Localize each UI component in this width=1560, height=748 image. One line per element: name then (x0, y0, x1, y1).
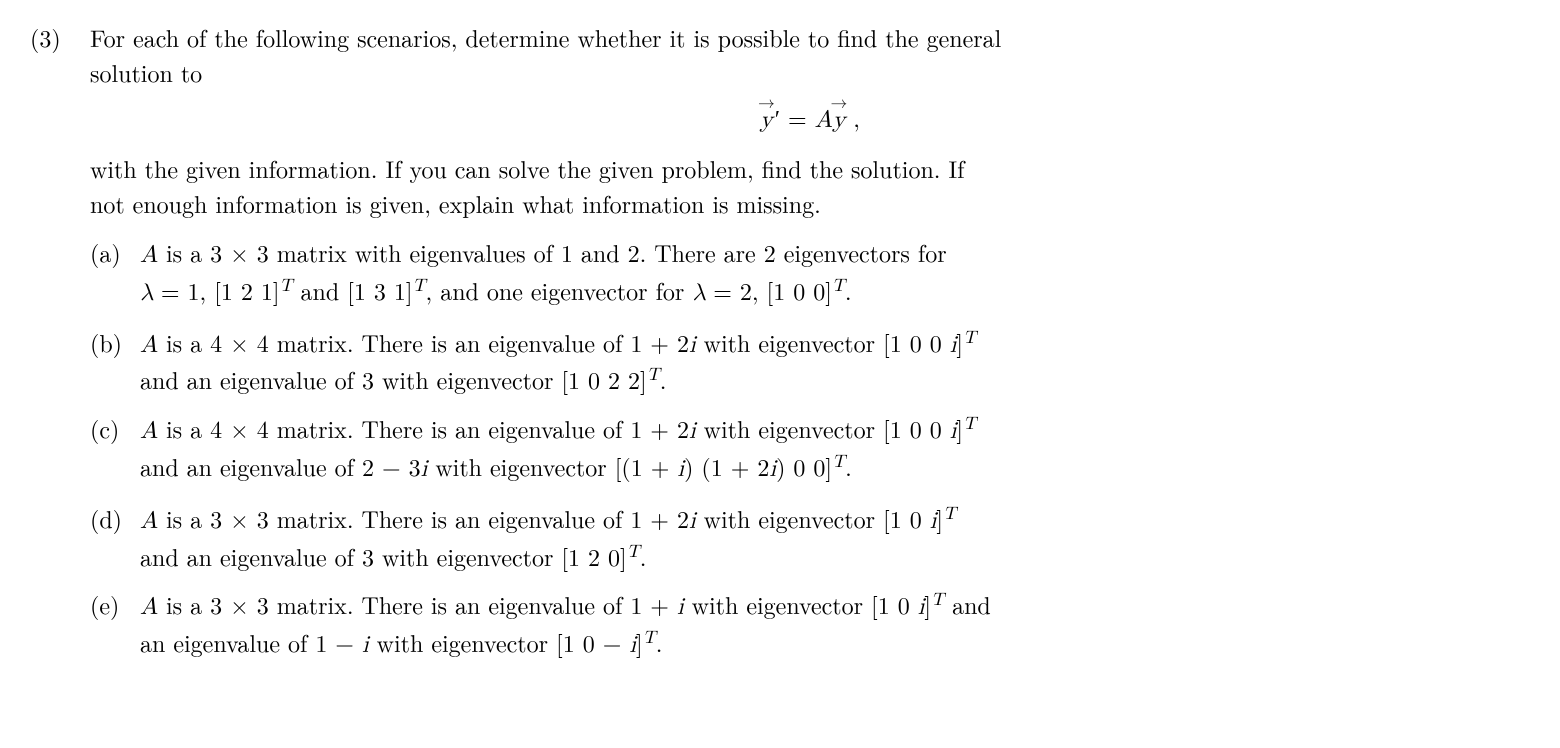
intro-text: For each of the following scenarios, det… (90, 20, 1530, 90)
c-t8: . (845, 449, 852, 483)
part-b-label: (b) (90, 325, 140, 360)
a-T3: T (832, 277, 845, 295)
d-t4: and an eigenvalue of 3 with eigenvector … (140, 539, 627, 573)
e-A: A (140, 595, 158, 619)
intro-line4: not enough information is given, explain… (90, 186, 821, 220)
b-t5: . (660, 362, 667, 396)
a-T2: T (413, 277, 426, 295)
subparts: (a) A is a 3 × 3 matrix with eigenvalues… (90, 235, 1530, 663)
d-t5: . (640, 539, 647, 573)
d-i1: i (689, 509, 696, 533)
c-T2: T (832, 453, 845, 471)
a-t6: . (845, 273, 852, 307)
intro-line2: solution to (90, 55, 202, 89)
intro-line3: with the given information. If you can s… (90, 151, 964, 185)
eq-comma: , (845, 100, 860, 134)
d-t1: is a 3 × 3 matrix. There is an eigenvalu… (158, 501, 689, 535)
part-e-label: (e) (90, 587, 140, 622)
c-t5: with eigenvector [(1 + (427, 449, 677, 483)
e-T2: T (643, 629, 656, 647)
c-T1: T (963, 415, 976, 433)
e-t1: is a 3 × 3 matrix. There is an eigenvalu… (158, 587, 677, 621)
part-c-body: A is a 4 × 4 matrix. There is an eigenva… (140, 411, 1530, 487)
part-a-body: A is a 3 × 3 matrix with eigenvalues of … (140, 235, 1530, 311)
a-t1: is a 3 × 3 matrix with eigenvalues of 1 … (158, 235, 947, 269)
d-T1: T (943, 505, 956, 523)
eq-y-vec: y (760, 103, 773, 138)
b-t2: with eigenvector [1 0 0 (696, 325, 950, 359)
c-i1: i (689, 419, 696, 443)
e-t2: with eigenvector [1 0 (684, 587, 918, 621)
e-t6: with eigenvector [1 0 − (369, 625, 630, 659)
a-t4: , and one eigenvector for (426, 273, 693, 307)
part-d-body: A is a 3 × 3 matrix. There is an eigenva… (140, 501, 1530, 574)
a-t5: = 2, [1 0 0] (705, 273, 832, 307)
c-t7: ) 0 0] (776, 449, 832, 483)
eq-equals: = (780, 100, 815, 134)
eq-y2-vec: y (833, 103, 846, 138)
a-t3: and [1 3 1] (293, 273, 413, 307)
problem-number: (3) (30, 20, 90, 55)
d-A: A (140, 509, 158, 533)
e-i1: i (677, 595, 684, 619)
part-b: (b) A is a 4 × 4 matrix. There is an eig… (90, 325, 1530, 398)
c-A: A (140, 419, 158, 443)
part-d-label: (d) (90, 501, 140, 536)
b-t1: is a 4 × 4 matrix. There is an eigenvalu… (158, 325, 689, 359)
e-T1: T (931, 591, 944, 609)
e-t5: an eigenvalue of 1 − (140, 625, 362, 659)
a-t2: = 1, [1 2 1] (153, 273, 280, 307)
equation: y′ = Ay , (90, 100, 1530, 138)
intro-line1: For each of the following scenarios, det… (90, 20, 1001, 54)
part-d: (d) A is a 3 × 3 matrix. There is an eig… (90, 501, 1530, 574)
problem-3: (3) For each of the following scenarios,… (30, 20, 1530, 663)
part-c-label: (c) (90, 411, 140, 446)
a-T1: T (280, 277, 293, 295)
part-c: (c) A is a 4 × 4 matrix. There is an eig… (90, 411, 1530, 487)
d-t2: with eigenvector [1 0 (696, 501, 930, 535)
b-i1: i (689, 333, 696, 357)
a-A: A (140, 243, 158, 267)
part-e: (e) A is a 3 × 3 matrix. There is an eig… (90, 587, 1530, 663)
e-t4: and (944, 587, 991, 621)
a-lambda1: λ (140, 281, 153, 305)
b-t4: and an eigenvalue of 3 with eigenvector … (140, 362, 647, 396)
c-t2: with eigenvector [1 0 0 (696, 411, 950, 445)
c-t4: and an eigenvalue of 2 − 3 (140, 449, 421, 483)
b-T2: T (647, 366, 660, 384)
a-lambda2: λ (692, 281, 705, 305)
e-i3: i (362, 633, 369, 657)
b-A: A (140, 333, 158, 357)
part-a: (a) A is a 3 × 3 matrix with eigenvalues… (90, 235, 1530, 311)
part-e-body: A is a 3 × 3 matrix. There is an eigenva… (140, 587, 1530, 663)
b-T1: T (963, 329, 976, 347)
e-t8: . (656, 625, 663, 659)
c-t6: ) (1 + 2 (684, 449, 769, 483)
d-T2: T (627, 543, 640, 561)
problem-body: For each of the following scenarios, det… (90, 20, 1530, 663)
e-t7: ] (636, 625, 643, 659)
part-b-body: A is a 4 × 4 matrix. There is an eigenva… (140, 325, 1530, 398)
part-a-label: (a) (90, 235, 140, 270)
intro-text2: with the given information. If you can s… (90, 151, 1530, 221)
c-t1: is a 4 × 4 matrix. There is an eigenvalu… (158, 411, 689, 445)
